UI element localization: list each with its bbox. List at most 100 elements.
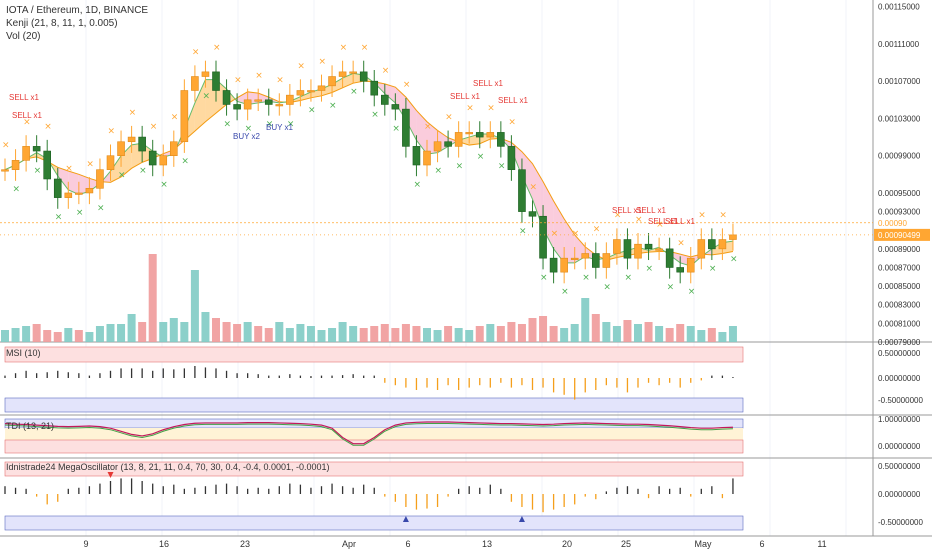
candle-body[interactable] bbox=[233, 104, 241, 110]
tdi-label[interactable]: TDI (13, 21) bbox=[6, 421, 54, 431]
candle-body[interactable] bbox=[106, 155, 115, 170]
candle-body[interactable] bbox=[391, 104, 400, 110]
candle-body[interactable] bbox=[307, 90, 315, 93]
msi-label[interactable]: MSI (10) bbox=[6, 348, 41, 358]
signal-x-marker: × bbox=[667, 282, 675, 292]
candle-body[interactable] bbox=[22, 146, 30, 161]
candle-body[interactable] bbox=[465, 132, 474, 135]
candle-body[interactable] bbox=[549, 257, 558, 273]
last-price-badge[interactable] bbox=[874, 228, 930, 241]
candle-body[interactable] bbox=[170, 141, 178, 156]
candle-body[interactable] bbox=[475, 132, 484, 138]
candle-body[interactable] bbox=[708, 239, 716, 250]
candle-body[interactable] bbox=[127, 136, 136, 143]
candle-body[interactable] bbox=[254, 99, 262, 102]
signal-x-marker: × bbox=[329, 101, 337, 111]
candle-body[interactable] bbox=[718, 239, 727, 250]
indicator-kenji-label[interactable]: Kenji (21, 8, 11, 1, 0.005) bbox=[6, 18, 118, 29]
candle-body[interactable] bbox=[275, 104, 284, 107]
candle-body[interactable] bbox=[264, 99, 273, 105]
candle-body[interactable] bbox=[338, 71, 347, 77]
candle-body[interactable] bbox=[528, 211, 537, 217]
price-tick-label: 0.00081000 bbox=[878, 319, 921, 328]
candle-body[interactable] bbox=[96, 169, 104, 189]
candle-body[interactable] bbox=[117, 141, 125, 156]
candle-body[interactable] bbox=[222, 90, 231, 105]
sell-signal-label: SELL x1 bbox=[612, 206, 642, 215]
candle-body[interactable] bbox=[180, 90, 189, 143]
candle-body[interactable] bbox=[581, 253, 590, 259]
candle-body[interactable] bbox=[444, 141, 452, 147]
candle-body[interactable] bbox=[64, 192, 73, 198]
candle-body[interactable] bbox=[159, 155, 168, 166]
band-segment bbox=[57, 167, 69, 190]
candle-body[interactable] bbox=[148, 150, 157, 166]
candle-body[interactable] bbox=[138, 136, 146, 152]
candle-body[interactable] bbox=[359, 71, 368, 82]
candle-body[interactable] bbox=[591, 253, 600, 268]
candle-body[interactable] bbox=[201, 71, 210, 77]
time-tick-label: May bbox=[694, 539, 712, 549]
candle-body[interactable] bbox=[497, 132, 505, 147]
candle-body[interactable] bbox=[75, 192, 83, 195]
candle-body[interactable] bbox=[423, 150, 431, 166]
candle-body[interactable] bbox=[212, 71, 220, 91]
candle-body[interactable] bbox=[623, 239, 632, 259]
msi-overbought-band bbox=[4, 346, 744, 363]
mega-label[interactable]: Idnistrade24 MegaOscillator (13, 8, 21, … bbox=[6, 462, 330, 472]
candle-body[interactable] bbox=[686, 257, 695, 273]
candle-body[interactable] bbox=[602, 253, 611, 268]
candle-body[interactable] bbox=[570, 257, 579, 260]
candle-body[interactable] bbox=[412, 146, 421, 166]
candle-body[interactable] bbox=[634, 243, 642, 259]
candle-body[interactable] bbox=[454, 132, 463, 147]
candle-body[interactable] bbox=[243, 99, 252, 110]
tdi-tick-label: 1.00000000 bbox=[878, 415, 921, 424]
indicator-vol-label[interactable]: Vol (20) bbox=[6, 31, 40, 42]
candle-body[interactable] bbox=[191, 76, 199, 91]
candle-body[interactable] bbox=[433, 141, 442, 152]
volume-bar bbox=[306, 326, 315, 342]
candle-body[interactable] bbox=[729, 234, 737, 240]
candles[interactable] bbox=[1, 60, 737, 284]
candle-body[interactable] bbox=[560, 257, 568, 273]
signal-x-marker: × bbox=[34, 166, 42, 176]
volume-bar bbox=[359, 328, 368, 342]
candle-body[interactable] bbox=[613, 239, 621, 254]
candle-body[interactable] bbox=[85, 188, 94, 194]
candle-body[interactable] bbox=[644, 243, 653, 250]
signal-x-marker: × bbox=[646, 264, 654, 274]
candle-body[interactable] bbox=[32, 146, 41, 152]
signal-x-marker: × bbox=[276, 75, 284, 85]
msi-tick-label: 0.00000000 bbox=[878, 374, 921, 383]
candle-body[interactable] bbox=[507, 146, 516, 170]
volume-bar bbox=[454, 328, 463, 342]
candle-body[interactable] bbox=[380, 94, 389, 105]
candle-body[interactable] bbox=[328, 76, 336, 87]
candle-body[interactable] bbox=[43, 150, 52, 180]
candle-body[interactable] bbox=[539, 215, 547, 259]
candle-body[interactable] bbox=[370, 80, 379, 96]
mega-tick-label: 0.00000000 bbox=[878, 490, 921, 499]
band-segment bbox=[194, 79, 206, 132]
candle-body[interactable] bbox=[349, 71, 357, 74]
candle-body[interactable] bbox=[1, 169, 9, 172]
candle-body[interactable] bbox=[296, 90, 305, 96]
candle-body[interactable] bbox=[676, 267, 685, 273]
candle-body[interactable] bbox=[697, 239, 706, 259]
candle-body[interactable] bbox=[402, 108, 410, 147]
candle-body[interactable] bbox=[11, 160, 20, 170]
candle-body[interactable] bbox=[286, 94, 294, 105]
signal-x-marker: × bbox=[171, 113, 179, 123]
volume-bar bbox=[275, 322, 284, 342]
price-axis[interactable]: 0.00115000 0.00111000 0.00107000 0.00103000… bbox=[0, 3, 930, 549]
volume-bar bbox=[264, 328, 273, 342]
candle-body[interactable] bbox=[665, 248, 674, 268]
candle-body[interactable] bbox=[53, 178, 62, 198]
candle-body[interactable] bbox=[486, 132, 495, 138]
candle-body[interactable] bbox=[518, 169, 526, 212]
candle-body[interactable] bbox=[317, 85, 326, 91]
candle-body[interactable] bbox=[655, 248, 663, 251]
